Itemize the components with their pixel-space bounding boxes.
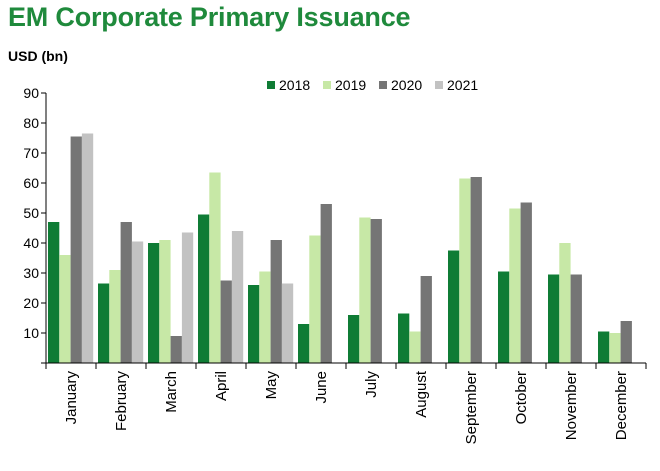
x-tick-label-april: April — [213, 371, 230, 401]
bar-july-2019 — [359, 217, 371, 363]
bar-june-2020 — [320, 204, 332, 363]
bar-june-2018 — [298, 324, 310, 363]
bar-march-2021 — [181, 232, 194, 363]
bar-october-2018 — [498, 271, 510, 363]
x-tick-label-september: September — [463, 371, 480, 444]
bar-november-2020 — [570, 274, 582, 363]
x-tick-label-august: August — [413, 370, 430, 418]
legend-label-2021: 2021 — [447, 77, 478, 93]
bar-january-2020 — [70, 136, 82, 363]
y-tick-label: 50 — [23, 205, 39, 221]
bar-february-2018 — [98, 283, 110, 363]
bar-december-2020 — [620, 321, 632, 363]
bar-april-2021 — [231, 231, 244, 363]
bar-december-2018 — [598, 331, 610, 363]
bars-layer — [48, 133, 632, 363]
bar-september-2020 — [470, 177, 482, 363]
y-tick-label: 30 — [23, 265, 39, 281]
y-tick-label: 10 — [23, 325, 39, 341]
chart-title: EM Corporate Primary Issuance — [8, 2, 411, 32]
y-tick-label: 80 — [23, 115, 39, 131]
bar-may-2021 — [281, 283, 294, 363]
bar-august-2018 — [398, 313, 410, 363]
bar-august-2020 — [420, 276, 432, 363]
y-axis-unit-label: USD (bn) — [8, 48, 68, 64]
bar-december-2019 — [609, 333, 621, 363]
bar-march-2019 — [159, 240, 171, 363]
bar-january-2019 — [59, 255, 71, 363]
legend-swatch-2019 — [323, 81, 331, 89]
bar-february-2019 — [109, 270, 121, 363]
bar-may-2020 — [270, 240, 282, 363]
bar-february-2020 — [120, 222, 132, 363]
x-tick-label-june: June — [313, 371, 330, 404]
bar-july-2018 — [348, 315, 360, 363]
x-tick-label-january: January — [63, 371, 80, 425]
y-tick-label: 60 — [23, 175, 39, 191]
y-tick-label: 90 — [23, 85, 39, 101]
x-tick-label-march: March — [163, 371, 180, 413]
legend-swatch-2018 — [267, 81, 275, 89]
bar-may-2018 — [248, 285, 260, 363]
y-tick-label: 20 — [23, 295, 39, 311]
bar-september-2019 — [459, 178, 471, 363]
axes-layer: 10 20 30 40 50 60 70 80 90 January February March Ap… — [23, 85, 647, 444]
x-tick-label-may: May — [263, 371, 280, 400]
legend-swatch-2020 — [379, 81, 387, 89]
bar-march-2018 — [148, 243, 160, 363]
bar-january-2021 — [81, 133, 94, 363]
bar-april-2020 — [220, 280, 232, 363]
bar-february-2021 — [131, 241, 144, 363]
legend-swatch-2021 — [435, 81, 443, 89]
bar-november-2018 — [548, 274, 560, 363]
bar-april-2019 — [209, 172, 221, 363]
bar-may-2019 — [259, 271, 271, 363]
bar-march-2020 — [170, 336, 182, 363]
y-tick-label: 70 — [23, 145, 39, 161]
x-tick-label-november: November — [563, 371, 580, 440]
bar-september-2018 — [448, 250, 460, 363]
bar-october-2020 — [520, 202, 532, 363]
x-tick-label-december: December — [613, 371, 630, 440]
x-tick-label-october: October — [513, 371, 530, 424]
bar-july-2020 — [370, 219, 382, 363]
legend-label-2019: 2019 — [335, 77, 366, 93]
bar-november-2019 — [559, 243, 571, 363]
x-tick-label-february: February — [113, 371, 130, 432]
legend-label-2018: 2018 — [279, 77, 310, 93]
y-tick-label: 40 — [23, 235, 39, 251]
bar-august-2019 — [409, 331, 421, 363]
x-tick-label-july: July — [363, 371, 380, 398]
bar-april-2018 — [198, 214, 210, 363]
legend-label-2020: 2020 — [391, 77, 422, 93]
bar-june-2019 — [309, 235, 321, 363]
bar-january-2018 — [48, 222, 60, 363]
bar-october-2019 — [509, 208, 521, 363]
legend: 2018 2019 2020 2021 — [267, 77, 478, 93]
